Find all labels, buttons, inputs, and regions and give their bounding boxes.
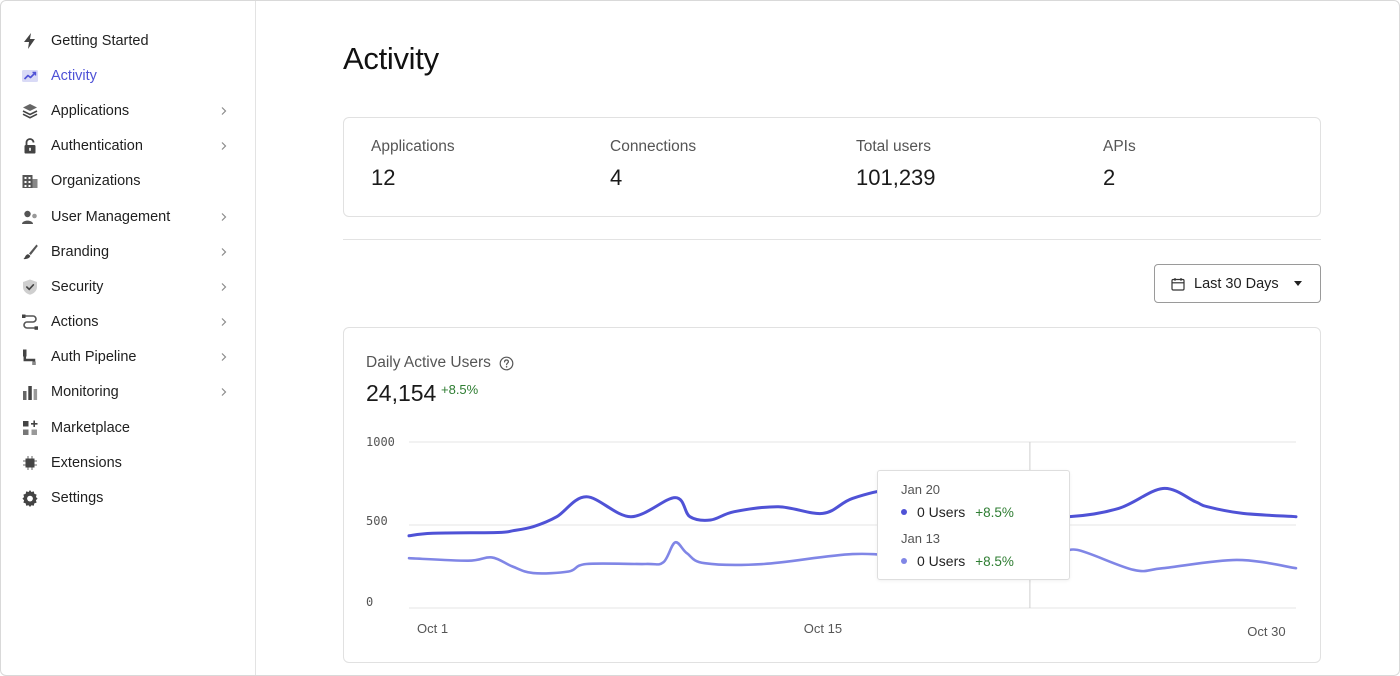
y-tick-label: 0 <box>366 595 373 609</box>
brush-icon <box>23 244 38 259</box>
chart-title-text: Daily Active Users <box>366 354 491 371</box>
sidebar-item-settings[interactable]: Settings <box>1 480 255 515</box>
tooltip-change: +8.5% <box>975 553 1014 569</box>
chart-title: Daily Active Users <box>366 354 514 372</box>
stat-applications: Applications 12 <box>371 138 455 191</box>
sidebar-item-label: Getting Started <box>51 32 149 49</box>
stats-card: Applications 12 Connections 4 Total user… <box>343 117 1321 217</box>
sidebar-item-label: Auth Pipeline <box>51 349 137 366</box>
y-tick-label: 1000 <box>366 435 395 449</box>
legend-dot <box>901 509 907 515</box>
sidebar-item-user-management[interactable]: User Management <box>1 199 255 234</box>
sidebar-item-label: Branding <box>51 243 110 260</box>
chevron-right-icon[interactable] <box>219 387 229 397</box>
section-divider <box>343 239 1321 240</box>
legend-dot <box>901 558 907 564</box>
chevron-right-icon[interactable] <box>219 317 229 327</box>
sidebar-item-monitoring[interactable]: Monitoring <box>1 375 255 410</box>
chevron-right-icon[interactable] <box>219 282 229 292</box>
x-tick-label: Oct 1 <box>417 621 448 636</box>
tooltip-row-secondary: 0 Users +8.5% <box>901 553 1014 569</box>
stat-value: 12 <box>371 165 396 190</box>
stat-apis: APIs 2 <box>1103 138 1136 191</box>
sidebar-item-branding[interactable]: Branding <box>1 234 255 269</box>
series-line-primary <box>407 486 1298 538</box>
date-range-select[interactable]: Last 30 Days <box>1154 264 1321 303</box>
sidebar-item-label: User Management <box>51 208 171 225</box>
sidebar-item-marketplace[interactable]: Marketplace <box>1 410 255 445</box>
layers-icon <box>22 103 38 119</box>
dau-chart-card: 1000 500 0 Oct 1 Oct 15 Oct 30 Daily Active U… <box>343 327 1321 663</box>
tooltip-date: Jan 13 <box>901 531 941 546</box>
sidebar-nav: Getting Started Activity Applications Authe… <box>1 1 256 675</box>
building-icon <box>22 175 38 189</box>
chevron-right-icon[interactable] <box>219 141 229 151</box>
dau-line-chart: 1000 500 0 Oct 1 Oct 15 Oct 30 <box>366 435 1298 639</box>
chevron-right-icon[interactable] <box>219 247 229 257</box>
sidebar-item-label: Extensions <box>51 454 122 471</box>
stat-connections: Connections 4 <box>610 138 696 191</box>
sidebar-item-security[interactable]: Security <box>1 269 255 304</box>
stat-value: 4 <box>610 165 623 190</box>
chart-tooltip: Jan 20 0 Users +8.5% Jan 13 0 Users +8.5… <box>877 470 1070 580</box>
y-tick-label: 500 <box>366 514 388 528</box>
grid-plus-icon <box>23 420 38 435</box>
sidebar-item-label: Settings <box>51 490 104 507</box>
sidebar-item-label: Activity <box>51 67 97 84</box>
page-title: Activity <box>343 41 439 76</box>
sidebar-item-extensions[interactable]: Extensions <box>1 445 255 480</box>
stat-total-users: Total users 101,239 <box>856 138 936 191</box>
chip-icon <box>23 455 37 470</box>
sidebar-item-actions[interactable]: Actions <box>1 305 255 340</box>
date-range-label: Last 30 Days <box>1194 275 1279 292</box>
stat-label: APIs <box>1103 138 1136 155</box>
chevron-right-icon[interactable] <box>219 106 229 116</box>
x-tick-label: Oct 30 <box>1247 624 1285 639</box>
stat-label: Applications <box>371 138 455 155</box>
tooltip-value: 0 Users <box>917 504 966 520</box>
stat-value: 2 <box>1103 165 1116 190</box>
series-line-secondary <box>407 540 1298 575</box>
chevron-right-icon[interactable] <box>219 352 229 362</box>
caret-down-icon <box>1294 281 1302 286</box>
stat-label: Connections <box>610 138 697 155</box>
tooltip-value: 0 Users <box>917 553 966 569</box>
sidebar-item-label: Marketplace <box>51 419 130 436</box>
bolt-icon <box>24 32 35 49</box>
sidebar-item-authentication[interactable]: Authentication <box>1 129 255 164</box>
tooltip-row-primary: 0 Users +8.5% <box>901 504 1014 520</box>
lock-icon <box>24 138 36 154</box>
shield-icon <box>23 279 37 295</box>
stat-label: Total users <box>856 138 931 155</box>
calendar-icon <box>1171 277 1185 291</box>
chevron-right-icon[interactable] <box>219 212 229 222</box>
tooltip-change: +8.5% <box>975 504 1014 520</box>
pipeline-icon <box>23 349 36 366</box>
x-tick-label: Oct 15 <box>804 621 842 636</box>
sidebar-item-label: Security <box>51 278 104 295</box>
sidebar-item-label: Authentication <box>51 138 143 155</box>
sidebar-item-organizations[interactable]: Organizations <box>1 164 255 199</box>
stat-value: 101,239 <box>856 165 936 190</box>
sidebar-item-label: Organizations <box>51 173 141 190</box>
sidebar-item-applications[interactable]: Applications <box>1 93 255 128</box>
sidebar-item-label: Monitoring <box>51 384 119 401</box>
gear-icon <box>22 490 38 508</box>
help-icon[interactable] <box>499 356 514 371</box>
sidebar-item-label: Applications <box>51 102 130 119</box>
bar-chart-icon <box>23 386 38 401</box>
activity-chart-icon <box>22 69 38 82</box>
sidebar-item-auth-pipeline[interactable]: Auth Pipeline <box>1 340 255 375</box>
sidebar-item-activity[interactable]: Activity <box>1 58 255 93</box>
sidebar-item-label: Actions <box>51 314 99 331</box>
chart-change-badge: +8.5% <box>441 382 479 397</box>
sidebar-item-getting-started[interactable]: Getting Started <box>1 23 255 58</box>
chart-total-value: 24,154 <box>366 380 437 406</box>
users-icon <box>22 210 37 224</box>
flow-icon <box>22 314 38 330</box>
main-content: Activity Applications 12 Connections 4 T… <box>256 1 1399 675</box>
tooltip-date: Jan 20 <box>901 482 941 497</box>
